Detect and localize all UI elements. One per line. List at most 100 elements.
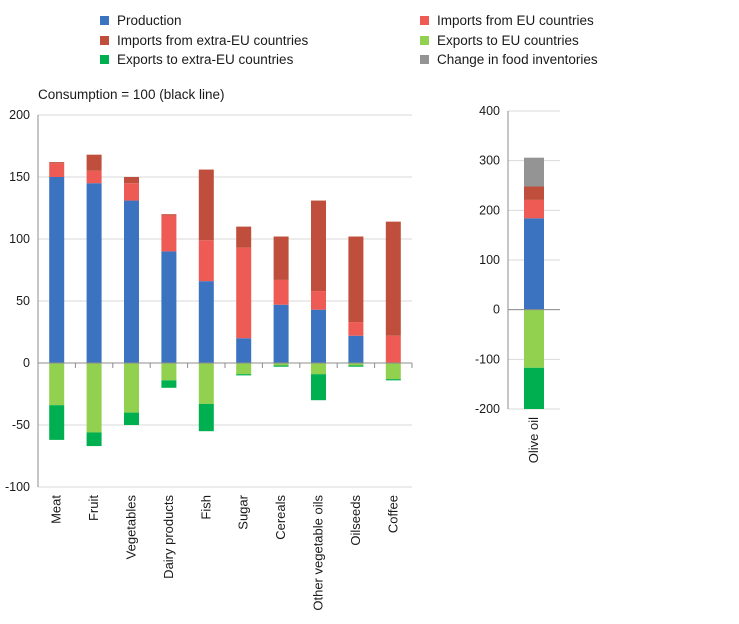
olive-y-tick-label: -200: [475, 402, 500, 416]
legend-item-production: Production: [100, 12, 182, 30]
legend-swatch-imports-extra-eu: [100, 36, 109, 45]
bar-sugar-production: [236, 338, 252, 363]
bar-other-vegetable-oils-imports-from-extra-eu-countries: [311, 200, 326, 292]
bar-olive-oil-imports-from-eu-countries: [524, 199, 544, 219]
olive-y-tick-label: 400: [479, 104, 500, 118]
legend-item-imports-eu: Imports from EU countries: [420, 12, 594, 30]
bar-vegetables-exports-to-extra-eu-countries: [124, 412, 139, 425]
bar-dairy-products-production: [161, 251, 177, 363]
category-label-coffee: Coffee: [385, 495, 400, 533]
bar-meat-exports-to-extra-eu-countries: [49, 405, 65, 440]
olive-y-tick-label: 100: [479, 253, 500, 267]
legend-swatch-exports-extra-eu: [100, 55, 109, 64]
category-label-vegetables: Vegetables: [124, 495, 139, 560]
bar-other-vegetable-oils-exports-to-extra-eu-countries: [311, 374, 326, 401]
bar-meat-imports-from-extra-eu-countries: [49, 162, 65, 164]
bar-fruit-production: [86, 183, 102, 363]
chart-legend: Production Imports from EU countries Imp…: [0, 0, 739, 80]
bar-olive-oil-change-in-food-inventories: [524, 157, 544, 187]
bar-oilseeds-exports-to-extra-eu-countries: [348, 365, 364, 367]
category-label-dairy-products: Dairy products: [161, 495, 176, 579]
main-y-tick-label: -100: [5, 480, 30, 494]
legend-item-exports-eu: Exports to EU countries: [420, 32, 579, 50]
bar-fruit-imports-from-extra-eu-countries: [86, 154, 102, 171]
bar-olive-oil-production: [524, 218, 544, 310]
legend-swatch-production: [100, 16, 109, 25]
bar-vegetables-exports-to-eu-countries: [124, 363, 139, 413]
main-y-tick-label: 0: [23, 356, 30, 370]
bar-olive-oil-exports-to-extra-eu-countries: [524, 367, 544, 409]
bar-oilseeds-exports-to-eu-countries: [348, 363, 364, 366]
bar-other-vegetable-oils-exports-to-eu-countries: [311, 363, 326, 375]
legend-item-imports-extra-eu: Imports from extra-EU countries: [100, 32, 308, 50]
bar-sugar-exports-to-eu-countries: [236, 363, 252, 375]
bar-fruit-exports-to-eu-countries: [86, 363, 102, 433]
bar-fish-exports-to-extra-eu-countries: [198, 403, 214, 432]
bar-vegetables-imports-from-eu-countries: [124, 183, 139, 201]
category-label-fruit: Fruit: [86, 495, 101, 521]
bar-coffee-exports-to-eu-countries: [385, 363, 401, 380]
bar-sugar-imports-from-eu-countries: [236, 247, 252, 339]
bar-cereals-exports-to-eu-countries: [273, 363, 289, 366]
olive-y-tick-label: 200: [479, 203, 500, 217]
bar-sugar-exports-to-extra-eu-countries: [236, 374, 252, 376]
bar-meat-production: [49, 177, 65, 363]
bar-dairy-products-imports-from-eu-countries: [161, 215, 177, 252]
main-y-tick-label: -50: [12, 418, 30, 432]
legend-label-inventories: Change in food inventories: [437, 52, 598, 67]
category-label-other-vegetable-oils: Other vegetable oils: [311, 495, 326, 611]
main-y-tick-label: 100: [9, 232, 30, 246]
olive-y-tick-label: 0: [493, 303, 500, 317]
bar-fruit-imports-from-eu-countries: [86, 170, 102, 184]
bar-meat-exports-to-eu-countries: [49, 363, 65, 406]
bar-dairy-products-imports-from-extra-eu-countries: [161, 214, 177, 216]
bar-fish-imports-from-extra-eu-countries: [198, 169, 214, 241]
legend-label-imports-extra-eu: Imports from extra-EU countries: [117, 33, 309, 48]
category-label-oilseeds: Oilseeds: [348, 495, 363, 546]
bar-olive-oil-imports-from-extra-eu-countries: [524, 186, 544, 200]
bar-dairy-products-exports-to-extra-eu-countries: [161, 380, 177, 388]
bar-other-vegetable-oils-production: [311, 309, 326, 363]
bar-oilseeds-imports-from-extra-eu-countries: [348, 236, 364, 323]
category-label-cereals: Cereals: [273, 495, 288, 540]
category-label-fish: Fish: [198, 495, 213, 520]
bar-fish-production: [198, 281, 214, 363]
legend-label-imports-eu: Imports from EU countries: [437, 13, 594, 28]
main-y-tick-label: 150: [9, 170, 30, 184]
bar-cereals-production: [273, 304, 289, 363]
bar-olive-oil-exports-to-eu-countries: [524, 309, 544, 368]
category-label-olive-oil: Olive oil: [526, 417, 541, 463]
bar-vegetables-imports-from-extra-eu-countries: [124, 177, 139, 184]
legend-label-exports-eu: Exports to EU countries: [437, 33, 579, 48]
legend-item-exports-extra-eu: Exports to extra-EU countries: [100, 51, 293, 69]
bar-other-vegetable-oils-imports-from-eu-countries: [311, 291, 326, 310]
legend-item-inventories: Change in food inventories: [420, 51, 598, 69]
bar-coffee-imports-from-extra-eu-countries: [385, 221, 401, 336]
consumption-note: Consumption = 100 (black line): [38, 87, 225, 102]
legend-swatch-imports-eu: [420, 16, 429, 25]
legend-swatch-inventories: [420, 55, 429, 64]
bar-cereals-imports-from-extra-eu-countries: [273, 236, 289, 280]
legend-label-exports-extra-eu: Exports to extra-EU countries: [117, 52, 294, 67]
bar-dairy-products-exports-to-eu-countries: [161, 363, 177, 381]
bar-coffee-exports-to-extra-eu-countries: [385, 379, 401, 381]
category-label-sugar: Sugar: [236, 494, 251, 529]
main-y-tick-label: 200: [9, 108, 30, 122]
bar-fruit-exports-to-extra-eu-countries: [86, 432, 102, 447]
bar-meat-imports-from-eu-countries: [49, 163, 65, 177]
olive-y-tick-label: -100: [475, 352, 500, 366]
bar-cereals-imports-from-eu-countries: [273, 279, 289, 305]
legend-label-production: Production: [117, 13, 182, 28]
bar-vegetables-production: [124, 200, 139, 363]
bar-sugar-imports-from-extra-eu-countries: [236, 226, 252, 248]
bar-coffee-imports-from-eu-countries: [385, 335, 401, 363]
olive-y-tick-label: 300: [479, 154, 500, 168]
bar-cereals-exports-to-extra-eu-countries: [273, 365, 289, 367]
main-y-tick-label: 50: [16, 294, 30, 308]
bar-fish-exports-to-eu-countries: [198, 363, 214, 404]
category-label-meat: Meat: [49, 495, 64, 524]
legend-swatch-exports-eu: [420, 36, 429, 45]
bar-fish-imports-from-eu-countries: [198, 240, 214, 282]
bar-oilseeds-production: [348, 335, 364, 363]
